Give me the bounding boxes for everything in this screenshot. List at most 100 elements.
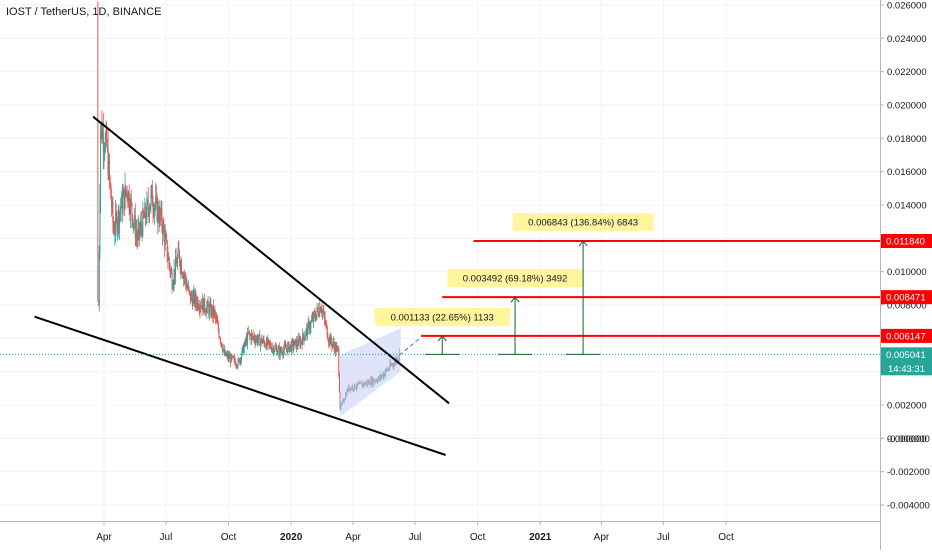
candle bbox=[274, 344, 276, 353]
time-tick-label: Apr bbox=[345, 532, 361, 543]
candle bbox=[148, 206, 150, 223]
candle-body bbox=[116, 215, 118, 232]
candle-body bbox=[220, 342, 222, 343]
projection-line[interactable] bbox=[399, 337, 421, 356]
candle bbox=[208, 303, 210, 319]
candle-body bbox=[105, 128, 107, 137]
candle-body bbox=[160, 208, 162, 217]
candle-body bbox=[157, 205, 159, 221]
candle bbox=[285, 343, 287, 353]
candle bbox=[299, 336, 301, 350]
wedge-lower-trendline[interactable] bbox=[34, 315, 446, 456]
candle-body bbox=[308, 322, 310, 324]
candle-body bbox=[294, 340, 296, 346]
candle-body bbox=[224, 351, 226, 355]
candle bbox=[107, 130, 109, 181]
candle bbox=[126, 186, 128, 209]
candle bbox=[236, 364, 238, 370]
candle-body bbox=[276, 348, 278, 355]
candle-body bbox=[319, 307, 321, 313]
candle-body bbox=[172, 282, 174, 287]
candle bbox=[110, 182, 112, 199]
candle bbox=[138, 222, 140, 247]
candle-body bbox=[250, 335, 252, 341]
candle bbox=[236, 364, 238, 369]
candle bbox=[294, 338, 296, 346]
candle-body bbox=[277, 348, 279, 353]
candle bbox=[322, 304, 324, 319]
candle bbox=[221, 342, 223, 349]
candle bbox=[144, 197, 146, 219]
candle bbox=[211, 304, 213, 319]
candle bbox=[103, 142, 105, 169]
candle-body bbox=[213, 309, 215, 316]
candle-body bbox=[302, 333, 304, 345]
price-range-measure[interactable]: 0.006843 (136.84%) 6843 bbox=[512, 213, 654, 355]
candle bbox=[179, 259, 181, 275]
candle-body bbox=[167, 258, 169, 260]
candle bbox=[137, 218, 139, 248]
candle bbox=[187, 280, 189, 291]
candle-body bbox=[283, 345, 285, 350]
candle-body bbox=[134, 215, 136, 238]
candle-body bbox=[309, 322, 311, 331]
candle-body bbox=[295, 339, 297, 349]
candle-body bbox=[264, 341, 266, 346]
candle-body bbox=[221, 342, 223, 348]
candle bbox=[262, 336, 264, 344]
candle-body bbox=[174, 269, 176, 277]
candle-body bbox=[240, 355, 242, 361]
price-range-measure[interactable]: 0.003492 (69.18%) 3492 bbox=[447, 269, 583, 355]
candle bbox=[128, 184, 130, 216]
candle bbox=[206, 300, 208, 319]
candle bbox=[260, 339, 262, 352]
candle-body bbox=[147, 200, 149, 209]
price-channel[interactable] bbox=[340, 328, 401, 417]
candle bbox=[160, 200, 162, 221]
candle bbox=[166, 233, 168, 244]
candle-body bbox=[253, 336, 255, 338]
candle bbox=[156, 193, 158, 223]
candle-body bbox=[239, 358, 241, 363]
candle bbox=[306, 323, 308, 337]
candle-body bbox=[223, 348, 225, 355]
candle-body bbox=[315, 313, 317, 320]
candle-body bbox=[119, 210, 121, 213]
candle bbox=[108, 153, 110, 190]
candle bbox=[317, 303, 319, 317]
candle bbox=[200, 300, 202, 313]
candle-body bbox=[151, 185, 153, 206]
candle bbox=[270, 341, 272, 350]
candle-body bbox=[164, 235, 166, 246]
price-tick-label: 0.008000 bbox=[887, 301, 927, 312]
candle-body bbox=[110, 184, 112, 199]
drawings[interactable]: 0.001133 (22.65%) 1133 0.003492 (69.18%) … bbox=[0, 115, 880, 456]
candle-body bbox=[332, 344, 334, 347]
candle bbox=[122, 183, 124, 216]
candle-body bbox=[154, 205, 156, 208]
price-tick-label: -0.002000 bbox=[887, 467, 930, 478]
candle-body bbox=[280, 348, 282, 352]
candle-body bbox=[310, 321, 312, 328]
candle bbox=[329, 336, 331, 350]
candle-body bbox=[269, 343, 271, 345]
candle-body bbox=[216, 318, 218, 323]
candle bbox=[292, 337, 294, 347]
candle-body bbox=[202, 299, 204, 310]
price-range-measure[interactable]: 0.001133 (22.65%) 1133 bbox=[374, 307, 510, 355]
candle-body bbox=[189, 290, 191, 293]
candle-body bbox=[225, 351, 227, 356]
candle-body bbox=[208, 305, 210, 315]
candle-body bbox=[245, 340, 247, 343]
candle bbox=[254, 335, 256, 349]
candle bbox=[223, 345, 225, 356]
price-tick-label: 0.014000 bbox=[887, 201, 927, 212]
candle bbox=[132, 222, 134, 234]
wedge-upper-trendline[interactable] bbox=[92, 115, 450, 405]
candle-body bbox=[275, 347, 277, 349]
candle-body bbox=[191, 297, 193, 306]
candle bbox=[183, 271, 185, 287]
